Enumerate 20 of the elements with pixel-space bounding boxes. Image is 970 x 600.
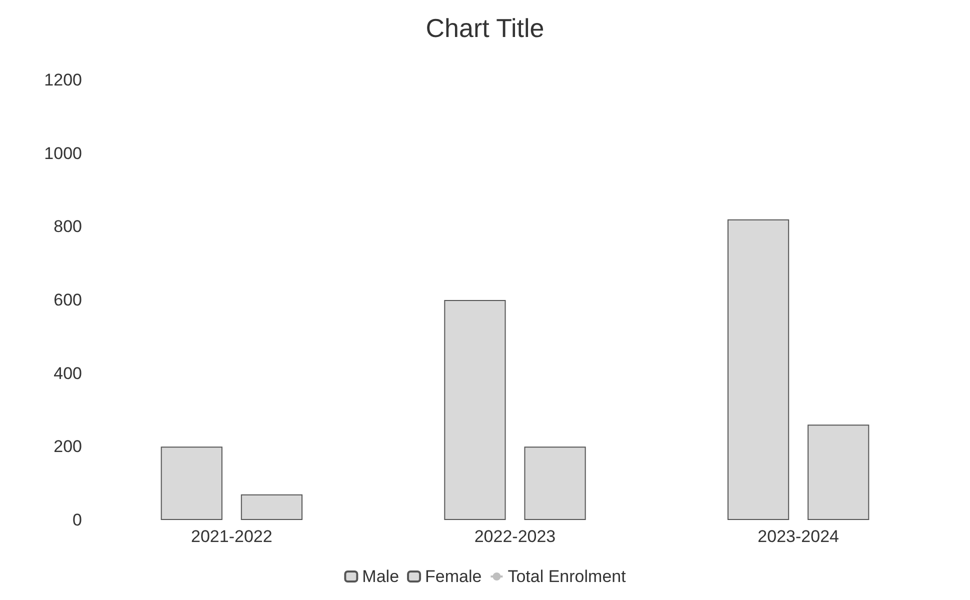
x-tick-label: 2021-2022 [191, 527, 272, 546]
y-tick-label: 600 [54, 290, 82, 310]
y-tick-label: 400 [54, 364, 82, 383]
y-tick-label: 1000 [44, 144, 82, 163]
bar [160, 446, 222, 520]
x-tick-label: 2022-2023 [474, 527, 556, 546]
legend-label: Male [362, 567, 400, 586]
bar [808, 424, 870, 520]
bar [240, 494, 302, 520]
y-tick-label: 0 [72, 510, 82, 530]
bar [524, 446, 586, 520]
bar [444, 300, 506, 520]
legend-label: Female [425, 567, 482, 586]
chart-title: Chart Title [426, 13, 544, 43]
bar [728, 219, 790, 520]
y-tick-label: 1200 [44, 70, 82, 90]
x-tick-label: 2023-2024 [758, 527, 839, 546]
y-tick-label: 800 [54, 217, 82, 236]
legend-label: Total Enrolment [508, 567, 626, 586]
y-tick-label: 200 [54, 437, 82, 456]
